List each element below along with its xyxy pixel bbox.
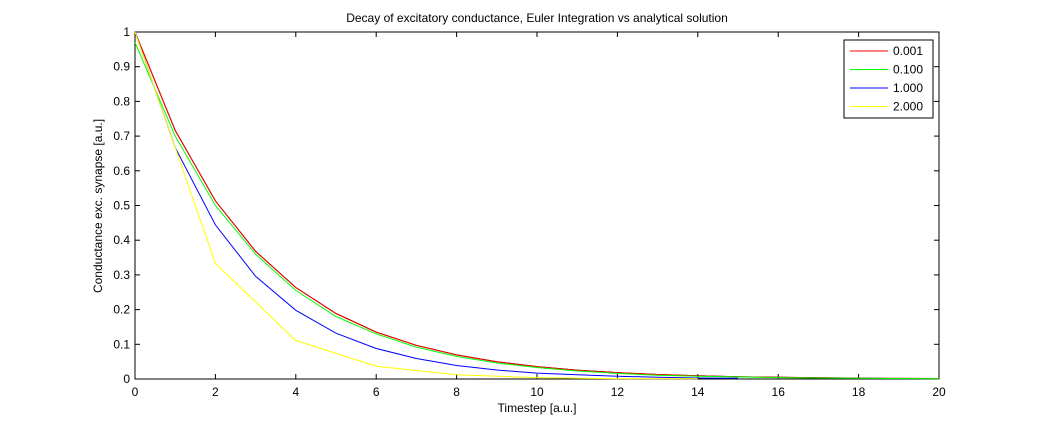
x-tick-label: 2 [212,385,219,399]
x-axis-label: Timestep [a.u.] [498,401,577,415]
y-tick-label: 0.3 [113,268,130,282]
series-layer [134,31,940,380]
y-tick-label: 0 [123,372,130,386]
x-tick-label: 18 [852,385,866,399]
legend-label: 1.000 [893,81,923,95]
y-tick-label: 0.1 [113,337,130,351]
x-tick-label: 16 [772,385,786,399]
axis-ticks: 0 2 4 6 8 10 12 14 16 18 20 0 0.1 0.2 0.3 0.4 0.5 0.6 0.7 0… [113,25,946,399]
y-tick-label: 0.6 [113,164,130,178]
legend-label: 0.001 [893,44,923,58]
y-tick-label: 1 [123,25,130,39]
legend-box [843,39,934,119]
y-tick-label: 0.4 [113,233,130,247]
series-line-0.100 [134,42,940,380]
legend: 0.001 0.100 1.000 2.000 [843,39,934,119]
series-line-1.000 [134,31,739,379]
x-tick-label: 8 [453,385,460,399]
y-tick-label: 0.9 [113,60,130,74]
x-tick-label: 6 [373,385,380,399]
x-tick-label: 20 [932,385,946,399]
x-tick-label: 10 [530,385,544,399]
chart-title: Decay of excitatory conductance, Euler I… [346,11,728,25]
legend-label: 0.100 [893,63,923,77]
x-tick-label: 4 [292,385,299,399]
x-tick-label: 12 [611,385,625,399]
legend-label: 2.000 [893,100,923,114]
y-axis-label: Conductance exc. synapse [a.u.] [91,119,105,293]
y-tick-label: 0.8 [113,94,130,108]
plot-area [134,31,940,380]
series-line-2.000 [134,31,698,380]
x-tick-label: 0 [132,385,139,399]
y-tick-label: 0.5 [113,199,130,213]
y-tick-label: 0.2 [113,303,130,317]
y-tick-label: 0.7 [113,129,130,143]
x-tick-label: 14 [691,385,705,399]
